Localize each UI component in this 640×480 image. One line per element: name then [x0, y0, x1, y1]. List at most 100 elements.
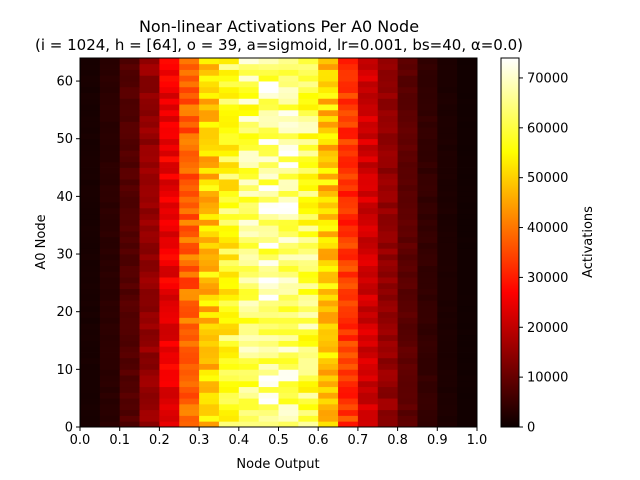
heatmap-cell: [298, 409, 319, 416]
heatmap-cell: [99, 202, 121, 209]
heatmap-cell: [119, 75, 140, 82]
heatmap-cell: [457, 403, 478, 411]
heatmap-cell: [218, 340, 240, 347]
heatmap-cell: [437, 369, 458, 376]
heatmap-cell: [397, 248, 418, 255]
heatmap-cell: [318, 375, 339, 382]
heatmap-cell: [139, 334, 160, 341]
heatmap-cell: [457, 98, 478, 105]
heatmap-cell: [278, 254, 299, 261]
heatmap-cell: [357, 346, 379, 353]
heatmap-cell: [80, 242, 101, 249]
heatmap-cell: [338, 259, 359, 266]
heatmap-cell: [218, 98, 240, 105]
heatmap-cell: [357, 300, 379, 307]
heatmap-cell: [278, 213, 299, 220]
heatmap-cell: [159, 369, 180, 376]
heatmap-cell: [238, 398, 260, 405]
colorbar-tick-label: 30000: [527, 271, 568, 286]
heatmap-cell: [338, 369, 359, 376]
heatmap-cell: [179, 357, 200, 364]
heatmap-cell: [119, 282, 140, 290]
heatmap-cell: [238, 311, 260, 318]
heatmap-cell: [159, 288, 180, 295]
heatmap-cell: [278, 173, 299, 180]
heatmap-cell: [417, 265, 438, 272]
heatmap-cell: [278, 132, 299, 140]
heatmap-cell: [199, 86, 220, 93]
heatmap-cell: [417, 248, 438, 255]
colorbar-tick-label: 40000: [527, 221, 568, 236]
heatmap-cell: [377, 340, 398, 347]
heatmap-cell: [357, 288, 379, 295]
heatmap-cell: [80, 196, 101, 203]
heatmap-cell: [357, 334, 379, 341]
heatmap-cell: [377, 403, 398, 411]
heatmap-cell: [298, 386, 319, 393]
heatmap-cell: [377, 121, 398, 128]
heatmap-cell: [119, 328, 140, 336]
heatmap-cell: [179, 363, 200, 370]
colorbar-ticks: 0 10000 20000 30000 40000 50000 60000 70000: [519, 71, 568, 436]
heatmap-cell: [397, 328, 418, 336]
heatmap-cell: [80, 167, 101, 174]
heatmap-cell: [258, 288, 279, 295]
heatmap-cell: [179, 392, 200, 399]
heatmap-cell: [99, 380, 121, 388]
heatmap-cell: [278, 328, 299, 336]
heatmap-cell: [278, 305, 299, 313]
heatmap-cell: [159, 323, 180, 330]
heatmap-cell: [278, 127, 299, 134]
heatmap-cell: [238, 340, 260, 347]
heatmap-cell: [179, 92, 200, 99]
heatmap-cell: [278, 242, 299, 249]
heatmap-cell: [199, 288, 220, 295]
heatmap-cell: [119, 132, 140, 140]
heatmap-cell: [457, 144, 478, 151]
heatmap-cell: [199, 104, 220, 111]
heatmap-cell: [199, 294, 220, 301]
heatmap-cell: [80, 386, 101, 393]
heatmap-cell: [199, 98, 220, 105]
heatmap-cell: [99, 288, 121, 295]
heatmap-cell: [338, 248, 359, 255]
heatmap-cell: [278, 202, 299, 209]
heatmap-cell: [119, 288, 140, 295]
heatmap-cell: [139, 282, 160, 290]
heatmap-cell: [258, 392, 279, 399]
x-tick-label: 0.5: [268, 433, 289, 448]
heatmap-cell: [80, 271, 101, 278]
heatmap-cell: [119, 196, 140, 203]
heatmap-cell: [357, 196, 379, 203]
heatmap-cell: [238, 213, 260, 220]
heatmap-cell: [417, 386, 438, 393]
heatmap-cell: [199, 340, 220, 347]
heatmap-cell: [119, 363, 140, 370]
heatmap-cell: [457, 167, 478, 174]
heatmap-cell: [437, 380, 458, 388]
heatmap-cell: [159, 357, 180, 364]
heatmap-cell: [238, 328, 260, 336]
heatmap-cell: [377, 398, 398, 405]
heatmap-cell: [437, 409, 458, 416]
heatmap-cell: [377, 219, 398, 226]
heatmap-cell: [397, 109, 418, 117]
heatmap-cell: [139, 265, 160, 272]
heatmap-cell: [357, 282, 379, 290]
heatmap-cell: [119, 421, 140, 428]
heatmap-cell: [298, 86, 319, 93]
heatmap-cell: [417, 132, 438, 140]
heatmap-cell: [357, 138, 379, 145]
heatmap-cell: [357, 173, 379, 180]
heatmap-cell: [278, 352, 299, 359]
heatmap-cell: [238, 219, 260, 226]
heatmap-cell: [218, 92, 240, 99]
heatmap-cell: [278, 334, 299, 341]
heatmap-cell: [318, 144, 339, 151]
heatmap-cell: [238, 352, 260, 359]
heatmap-cell: [218, 380, 240, 388]
heatmap-cell: [80, 138, 101, 145]
heatmap-cell: [397, 236, 418, 243]
heatmap-cell: [119, 98, 140, 105]
heatmap-cell: [139, 69, 160, 76]
